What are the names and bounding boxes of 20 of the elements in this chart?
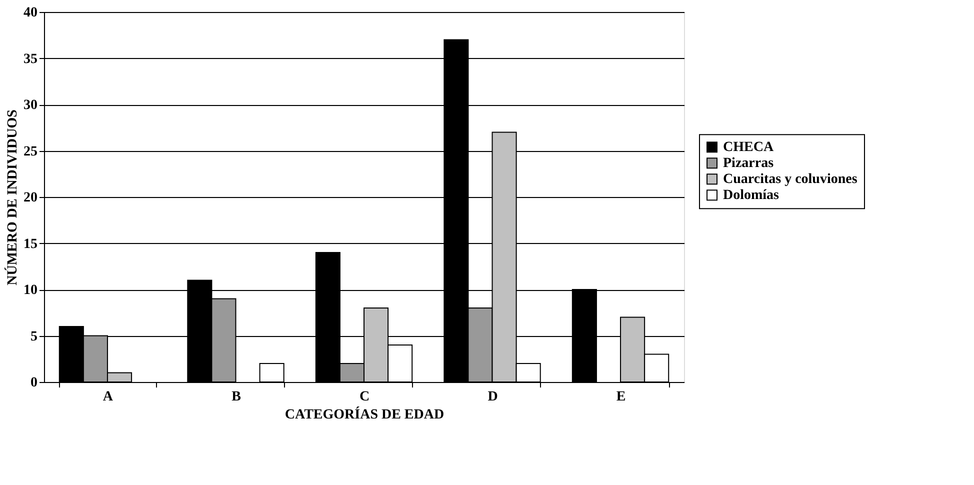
x-tick-label: C [359, 390, 370, 404]
x-tick-label: E [616, 390, 626, 404]
legend-label: CHECA [723, 140, 774, 156]
y-tick-label: 30 [24, 98, 38, 113]
legend-label: Pizarras [723, 156, 774, 172]
legend-label: Cuarcitas y coluviones [723, 172, 858, 188]
x-tick-label: B [232, 390, 241, 404]
x-tick-label: A [102, 390, 114, 404]
x-tick-label: D [488, 390, 498, 404]
y-axis-title: NÚMERO DE INDIVIDUOS [4, 109, 20, 286]
legend-label: Dolomías [723, 188, 780, 204]
y-tick-label: 15 [24, 236, 38, 252]
y-tick-label: 25 [24, 144, 38, 160]
x-axis-title: CATEGORÍAS DE EDAD [284, 406, 444, 422]
y-tick-label: 20 [24, 190, 38, 206]
y-tick-label: 35 [24, 52, 38, 67]
y-tick-label: 10 [24, 283, 38, 298]
y-tick-label: 0 [30, 376, 38, 390]
y-tick-label: 5 [30, 329, 38, 344]
y-tick-label: 40 [24, 6, 38, 20]
